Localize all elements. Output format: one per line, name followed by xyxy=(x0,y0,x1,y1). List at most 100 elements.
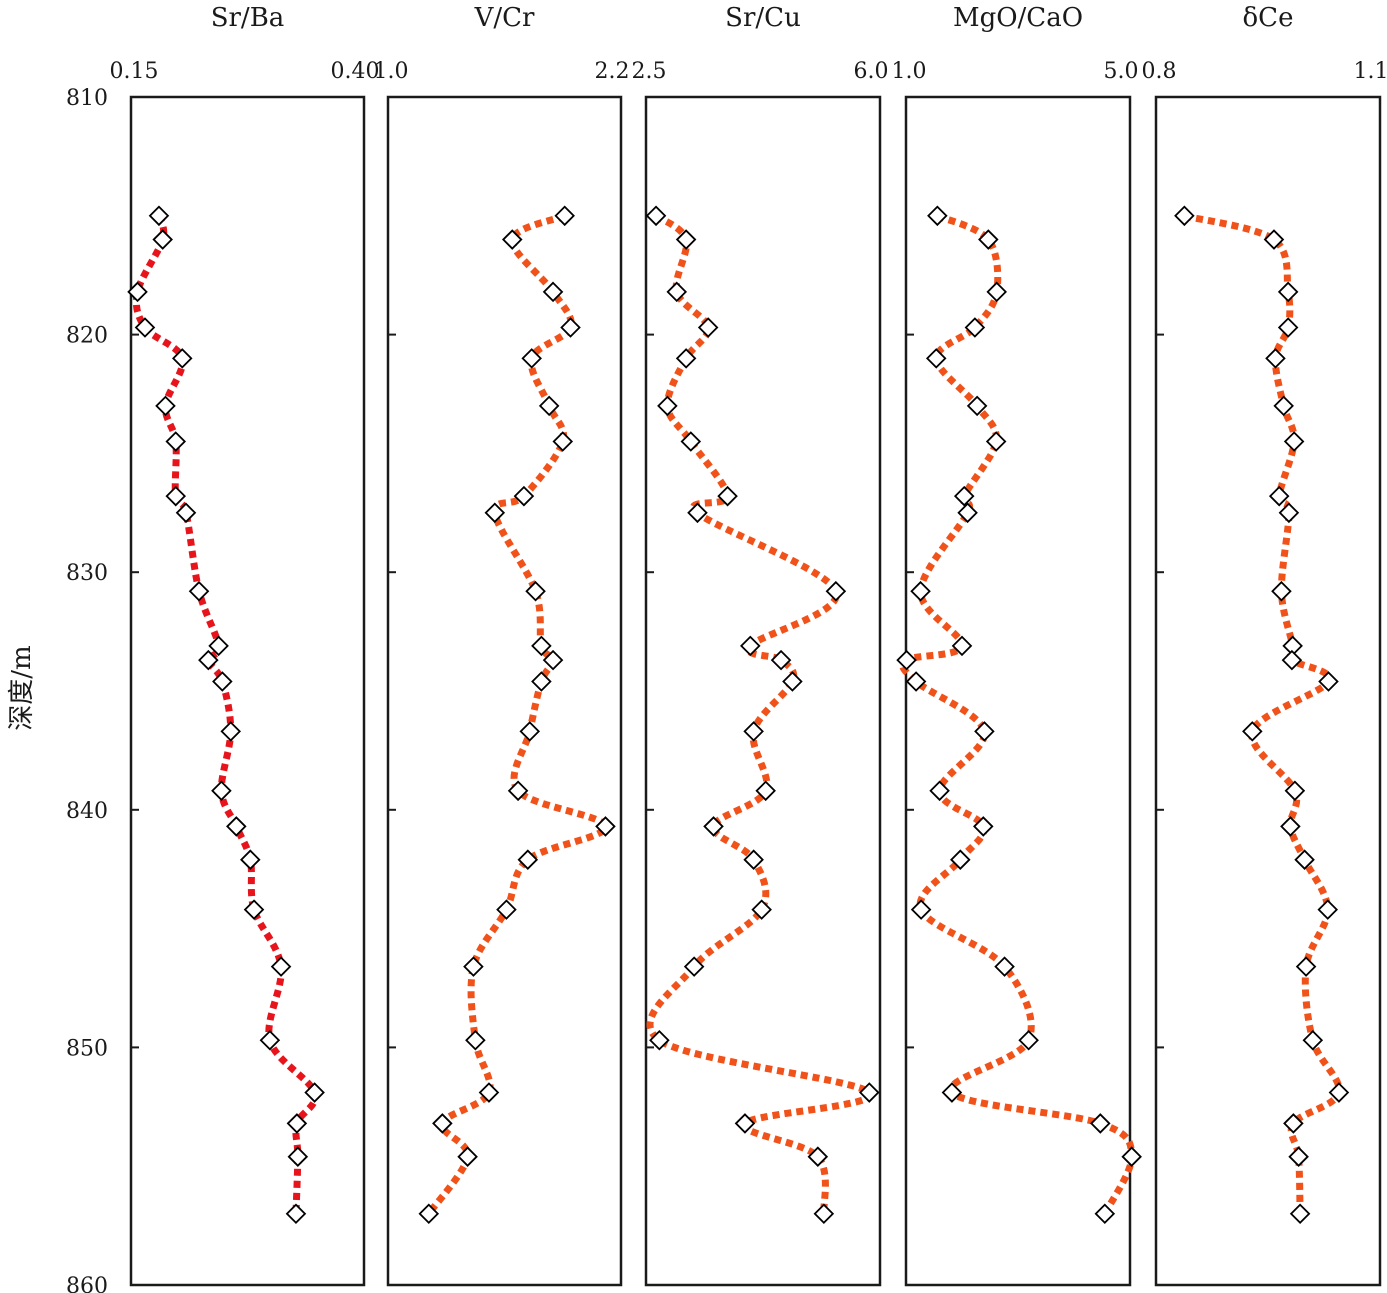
data-point xyxy=(531,635,552,657)
data-point xyxy=(687,502,708,524)
depth-tick-label: 820 xyxy=(66,324,108,349)
data-point xyxy=(994,956,1015,977)
data-point xyxy=(1242,721,1263,742)
series-line xyxy=(425,212,609,1216)
x-tick-label-max: 1.1 xyxy=(1354,59,1387,84)
data-point xyxy=(657,395,678,417)
depth-axis: 深度/m 810 820 830 840 850 860 xyxy=(7,86,108,1293)
data-point xyxy=(1277,317,1299,338)
data-point xyxy=(1263,229,1285,250)
data-point xyxy=(465,1029,486,1051)
data-point xyxy=(525,580,546,602)
data-point xyxy=(951,635,973,657)
data-point xyxy=(1271,580,1292,602)
data-point xyxy=(259,1029,281,1051)
data-point xyxy=(212,671,233,692)
data-point xyxy=(925,348,947,369)
panel-frame xyxy=(1154,95,1382,1287)
data-point xyxy=(1018,1029,1039,1051)
panel-title: δCe xyxy=(1243,3,1294,33)
data-point xyxy=(1328,1082,1350,1103)
data-point xyxy=(1288,1146,1309,1167)
data-point xyxy=(675,229,697,250)
data-point xyxy=(680,431,702,452)
data-point xyxy=(560,317,581,338)
panel-frame xyxy=(129,95,366,1287)
series-line xyxy=(1183,212,1343,1214)
data-point xyxy=(457,1146,478,1167)
data-point xyxy=(782,671,803,692)
panel-title: V/Cr xyxy=(474,3,535,33)
data-point xyxy=(697,317,719,338)
data-point xyxy=(1277,281,1299,303)
x-tick-label-max: 0.40 xyxy=(331,59,380,84)
panel-sr-ba: Sr/Ba 0.15 0.40 xyxy=(110,3,380,1287)
data-point xyxy=(484,502,506,524)
data-point xyxy=(905,671,927,692)
data-point xyxy=(807,1146,829,1167)
data-point xyxy=(165,431,187,452)
data-point xyxy=(666,281,688,303)
depth-tick-label: 860 xyxy=(66,1274,108,1293)
panel-title: Sr/Cu xyxy=(725,3,801,33)
data-point xyxy=(734,1113,756,1134)
data-point xyxy=(226,816,247,837)
data-point xyxy=(755,780,776,802)
data-point xyxy=(1121,1146,1142,1167)
panel-mgo-cao: MgO/CaO 1.0 5.0 xyxy=(892,3,1142,1287)
data-point xyxy=(770,649,792,671)
data-point xyxy=(175,502,197,524)
data-point xyxy=(1295,956,1317,977)
data-point xyxy=(531,671,552,692)
data-point xyxy=(1302,1029,1324,1051)
data-point xyxy=(304,1082,325,1103)
data-point xyxy=(910,580,931,602)
panel-frame xyxy=(386,95,623,1287)
data-point xyxy=(974,721,995,742)
x-tick-label-min: 2.5 xyxy=(632,59,667,84)
data-point xyxy=(552,431,574,452)
panel-frame xyxy=(904,95,1132,1287)
data-point xyxy=(165,485,187,507)
data-point xyxy=(220,721,241,742)
data-point xyxy=(287,1146,309,1167)
data-point xyxy=(286,1113,308,1134)
data-point xyxy=(134,317,156,338)
series-line xyxy=(132,214,319,1214)
depth-tick-label: 840 xyxy=(66,799,108,824)
data-point xyxy=(929,780,950,802)
data-point xyxy=(1283,431,1305,452)
data-point xyxy=(513,485,535,507)
data-point xyxy=(155,395,176,417)
data-point xyxy=(542,281,564,303)
data-point xyxy=(496,899,517,920)
depth-tick-label: 810 xyxy=(66,86,108,111)
data-point xyxy=(418,1203,440,1224)
x-tick-label-min: 1.0 xyxy=(374,59,409,84)
data-point xyxy=(211,780,232,802)
data-point xyxy=(825,580,847,602)
data-point xyxy=(538,395,560,417)
data-point xyxy=(1268,485,1290,507)
data-point xyxy=(953,485,975,507)
data-point xyxy=(1265,348,1286,369)
data-point xyxy=(927,205,948,227)
data-point xyxy=(1281,649,1303,671)
data-point xyxy=(1280,816,1301,837)
panel-title: Sr/Ba xyxy=(211,3,285,33)
data-point xyxy=(973,816,994,837)
data-point xyxy=(649,1029,670,1051)
data-point xyxy=(675,348,697,369)
data-point xyxy=(964,317,986,338)
data-point xyxy=(595,816,616,837)
depth-tick-label: 830 xyxy=(66,561,108,586)
data-point xyxy=(517,849,539,870)
data-point xyxy=(554,205,575,227)
data-point xyxy=(896,649,917,671)
data-point xyxy=(188,580,210,602)
x-tick-label-min: 0.15 xyxy=(110,59,159,84)
data-point xyxy=(703,816,724,837)
panel-frame xyxy=(644,95,882,1287)
data-point xyxy=(198,649,219,671)
